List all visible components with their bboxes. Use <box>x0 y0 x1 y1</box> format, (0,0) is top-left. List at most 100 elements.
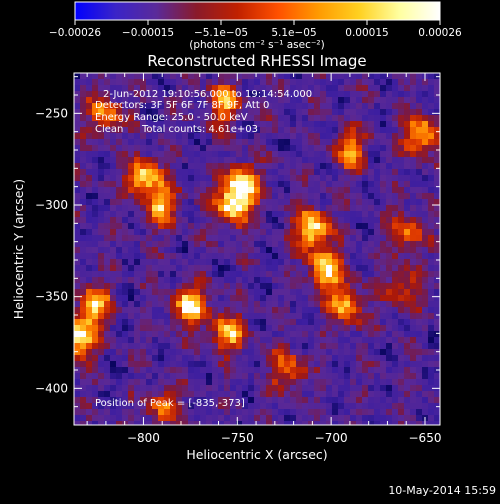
heatmap-cell <box>386 271 393 278</box>
heatmap-cell <box>332 289 339 296</box>
heatmap-cell <box>308 223 315 230</box>
heatmap-cell <box>98 91 105 98</box>
heatmap-cell <box>242 133 249 140</box>
heatmap-cell <box>428 265 435 272</box>
heatmap-cell <box>140 199 147 206</box>
heatmap-cell <box>146 271 153 278</box>
heatmap-cell <box>266 97 273 104</box>
heatmap-cell <box>248 337 255 344</box>
heatmap-cell <box>188 301 195 308</box>
heatmap-cell <box>386 289 393 296</box>
heatmap-cell <box>110 115 117 122</box>
heatmap-cell <box>332 79 339 86</box>
y-tick-label: −400 <box>35 381 68 395</box>
heatmap-cell <box>398 217 405 224</box>
heatmap-cell <box>368 253 375 260</box>
heatmap-cell <box>128 253 135 260</box>
heatmap-cell <box>302 151 309 158</box>
heatmap-cell <box>236 205 243 212</box>
heatmap-cell <box>158 337 165 344</box>
heatmap-cell <box>182 223 189 230</box>
heatmap-cell <box>80 313 87 320</box>
heatmap-cell <box>374 187 381 194</box>
heatmap-cell <box>146 265 153 272</box>
heatmap-cell <box>416 211 423 218</box>
heatmap-cell <box>140 211 147 218</box>
heatmap-cell <box>326 355 333 362</box>
heatmap-cell <box>284 421 291 425</box>
heatmap-cell <box>296 355 303 362</box>
heatmap-cell <box>86 265 93 272</box>
heatmap-cell <box>98 385 105 392</box>
heatmap-cell <box>158 169 165 176</box>
heatmap-cell <box>416 265 423 272</box>
heatmap-cell <box>182 379 189 386</box>
plot-frame <box>73 72 441 426</box>
heatmap-cell <box>164 169 171 176</box>
heatmap-cell <box>152 301 159 308</box>
heatmap-cell <box>200 127 207 134</box>
heatmap-cell <box>332 235 339 242</box>
heatmap-cell <box>260 325 267 332</box>
heatmap-cell <box>86 169 93 176</box>
heatmap-cell <box>122 289 129 296</box>
heatmap-cell <box>428 235 435 242</box>
heatmap-cell <box>104 379 111 386</box>
heatmap-cell <box>422 193 429 200</box>
heatmap-cell <box>188 397 195 404</box>
heatmap-cell <box>272 325 279 332</box>
heatmap-cell <box>272 319 279 326</box>
heatmap-cell <box>278 391 285 398</box>
heatmap-cell <box>422 367 429 374</box>
heatmap-cell <box>92 127 99 134</box>
heatmap-cell <box>254 397 261 404</box>
heatmap-cell <box>176 337 183 344</box>
heatmap-cell <box>200 163 207 170</box>
heatmap-cell <box>308 391 315 398</box>
heatmap-cell <box>296 379 303 386</box>
heatmap-cell <box>314 319 321 326</box>
heatmap-cell <box>134 301 141 308</box>
heatmap-cell <box>158 277 165 284</box>
heatmap-cell <box>404 397 411 404</box>
heatmap-cell <box>254 319 261 326</box>
heatmap-cell <box>320 121 327 128</box>
heatmap-cell <box>134 319 141 326</box>
heatmap-cell <box>380 397 387 404</box>
heatmap-cell <box>290 175 297 182</box>
heatmap-cell <box>152 145 159 152</box>
heatmap-cell <box>230 97 237 104</box>
heatmap-cell <box>320 103 327 110</box>
heatmap-cell <box>410 103 417 110</box>
heatmap-cell <box>110 307 117 314</box>
heatmap-cell <box>152 373 159 380</box>
heatmap-cell <box>356 253 363 260</box>
heatmap-cell <box>404 289 411 296</box>
heatmap-cell <box>212 85 219 92</box>
heatmap-cell <box>284 73 291 80</box>
heatmap-cell <box>344 397 351 404</box>
heatmap-cell <box>374 241 381 248</box>
heatmap-cell <box>260 199 267 206</box>
heatmap-cell <box>110 91 117 98</box>
heatmap-cell <box>110 265 117 272</box>
heatmap-cell <box>380 367 387 374</box>
heatmap-cell <box>200 229 207 236</box>
heatmap-cell <box>254 145 261 152</box>
heatmap-cell <box>332 229 339 236</box>
heatmap-cell <box>224 145 231 152</box>
heatmap-cell <box>170 235 177 242</box>
heatmap-cell <box>170 325 177 332</box>
heatmap-cell <box>338 337 345 344</box>
heatmap-cell <box>260 313 267 320</box>
heatmap-cell <box>212 403 219 410</box>
heatmap-cell <box>410 235 417 242</box>
heatmap-cell <box>374 403 381 410</box>
heatmap-cell <box>182 307 189 314</box>
heatmap-cell <box>206 337 213 344</box>
heatmap-cell <box>188 355 195 362</box>
heatmap-cell <box>380 265 387 272</box>
heatmap-cell <box>434 193 440 200</box>
heatmap-cell <box>224 367 231 374</box>
heatmap-cell <box>284 163 291 170</box>
